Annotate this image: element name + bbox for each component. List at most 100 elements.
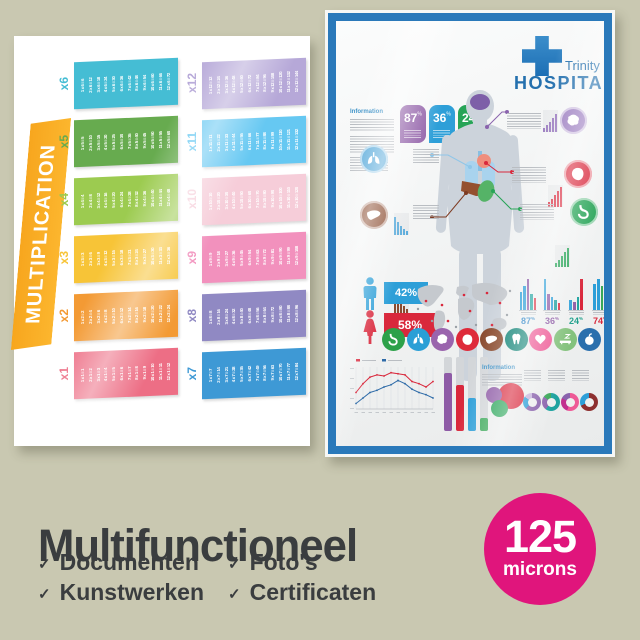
axis-text	[592, 312, 604, 315]
table-label: x10	[185, 189, 199, 210]
liver-icon	[485, 335, 498, 344]
checkmark-icon: ✓	[228, 555, 241, 573]
table-entry: 11 x 8 = 88	[285, 305, 291, 323]
stair-bar	[394, 295, 397, 313]
table-entry: 11 x 1 = 11	[157, 363, 163, 381]
table-entry: 3 x 5 = 15	[95, 134, 101, 151]
cluster-bars	[592, 277, 604, 311]
table-entry: 4 x 6 = 24	[103, 76, 109, 93]
stat-badge: 87%	[400, 105, 426, 143]
microns-value: 125	[503, 510, 577, 562]
table-entry: 3 x 10 = 30	[223, 191, 229, 210]
table-entry: 3 x 3 = 9	[95, 251, 101, 266]
stair-bar	[405, 231, 409, 235]
table-entry: 11 x 12 = 132	[285, 71, 291, 93]
organ-circle-heart	[529, 328, 552, 351]
table-label: x9	[185, 250, 199, 265]
table-entry: 3 x 11 = 33	[223, 134, 229, 152]
stat-badge-unit: %	[417, 111, 422, 118]
organ-icon-row	[382, 328, 601, 351]
female-icon	[363, 310, 377, 344]
stair-bar	[559, 187, 563, 207]
cluster-bars	[518, 277, 538, 311]
table-entry: 8 x 12 = 96	[262, 74, 268, 92]
stat-badge-value: 87	[404, 111, 418, 125]
table-entry: 7 x 1 = 7	[126, 366, 132, 381]
table-entry: 4 x 8 = 32	[231, 308, 237, 325]
stair-bar	[399, 303, 403, 313]
table-entry: 5 x 9 = 45	[239, 250, 245, 266]
donut-notes	[524, 370, 589, 381]
progress-track	[444, 357, 452, 431]
feature-label: Foto's	[249, 548, 318, 575]
organ-circle-apple	[578, 328, 601, 351]
cluster-value: 74%	[593, 316, 604, 326]
table-entry: 12 x 6 = 72	[165, 72, 171, 91]
table-entry: 4 x 1 = 4	[103, 367, 109, 382]
cluster-bar	[523, 286, 526, 310]
table-entry: 12 x 12 = 144	[293, 70, 299, 93]
cluster-bar	[600, 286, 604, 310]
table-entry: 7 x 9 = 63	[254, 249, 260, 266]
table-entry: 8 x 4 = 32	[134, 191, 140, 207]
table-entry: 12 x 2 = 24	[165, 304, 171, 323]
table-entry: 10 x 8 = 80	[278, 305, 284, 324]
table-entry: 6 x 1 = 6	[118, 366, 124, 381]
donut-chart	[580, 393, 598, 411]
brain-icon	[567, 114, 580, 126]
table-entry: 9 x 1 = 9	[142, 365, 148, 380]
table-entry: 6 x 2 = 12	[118, 307, 124, 324]
table-entry: 7 x 3 = 21	[126, 249, 132, 266]
table-entry: 2 x 8 = 16	[215, 309, 221, 325]
stair-bar	[394, 217, 397, 235]
stair-bar	[551, 118, 555, 132]
table-entry: 5 x 8 = 40	[239, 308, 245, 324]
stair-bar	[402, 306, 406, 313]
table-entry: 1 x 10 = 10	[208, 192, 213, 211]
table-entry: 11 x 10 = 110	[285, 187, 291, 209]
table-entry: 6 x 10 = 60	[246, 190, 252, 209]
stat-cluster: 74%	[591, 277, 604, 326]
table-entry: 6 x 9 = 54	[246, 249, 252, 266]
feature-item: ✓ Foto's	[228, 547, 376, 577]
multiplication-title: MULTIPLICATION	[21, 144, 60, 324]
table-entry: 10 x 9 = 90	[278, 247, 284, 266]
table-entry: 3 x 9 = 27	[223, 250, 229, 267]
tooth-icon	[511, 333, 521, 345]
table-entry: 1 x 4 = 4	[80, 194, 85, 209]
donut-chart	[542, 393, 560, 411]
table-entry: 10 x 4 = 40	[150, 189, 156, 208]
lungs-note-text	[413, 149, 439, 164]
table-entry: 6 x 12 = 72	[246, 74, 252, 93]
table-entry: 6 x 3 = 18	[118, 249, 124, 266]
table-entry: 6 x 5 = 30	[118, 133, 124, 150]
table-entry: 5 x 10 = 50	[239, 191, 245, 209]
donut-charts	[523, 393, 598, 411]
checkmark-icon: ✓	[38, 555, 51, 573]
table-entry: 5 x 2 = 10	[111, 308, 117, 324]
stair-bars	[394, 217, 409, 235]
table-label: x2	[57, 308, 71, 323]
bar-clusters: 87% 36% 24% 74%	[518, 277, 604, 326]
organ-circle-bed	[553, 328, 577, 351]
table-entry: 2 x 3 = 6	[87, 252, 93, 266]
table-entry: 10 x 10 = 100	[278, 187, 284, 210]
heart-icon	[535, 335, 546, 345]
table-entry: 10 x 1 = 10	[150, 363, 156, 382]
table-entry: 2 x 11 = 22	[215, 134, 221, 152]
stair-bar	[553, 195, 557, 207]
table-entry: 9 x 12 = 108	[270, 72, 276, 93]
multiplication-table-x12: x12 1 x 12 = 12 2 x 12 = 24 3 x 12 = 36 4 x …	[185, 57, 306, 110]
table-entry: 9 x 5 = 45	[142, 132, 148, 149]
stomach-organ	[477, 180, 495, 202]
table-entry: 10 x 7 = 70	[278, 363, 284, 382]
table-entry: 8 x 9 = 72	[262, 249, 268, 265]
heart-organ-icon	[572, 168, 584, 181]
trend-line-chart	[348, 359, 440, 421]
information-label: Information	[482, 365, 515, 371]
